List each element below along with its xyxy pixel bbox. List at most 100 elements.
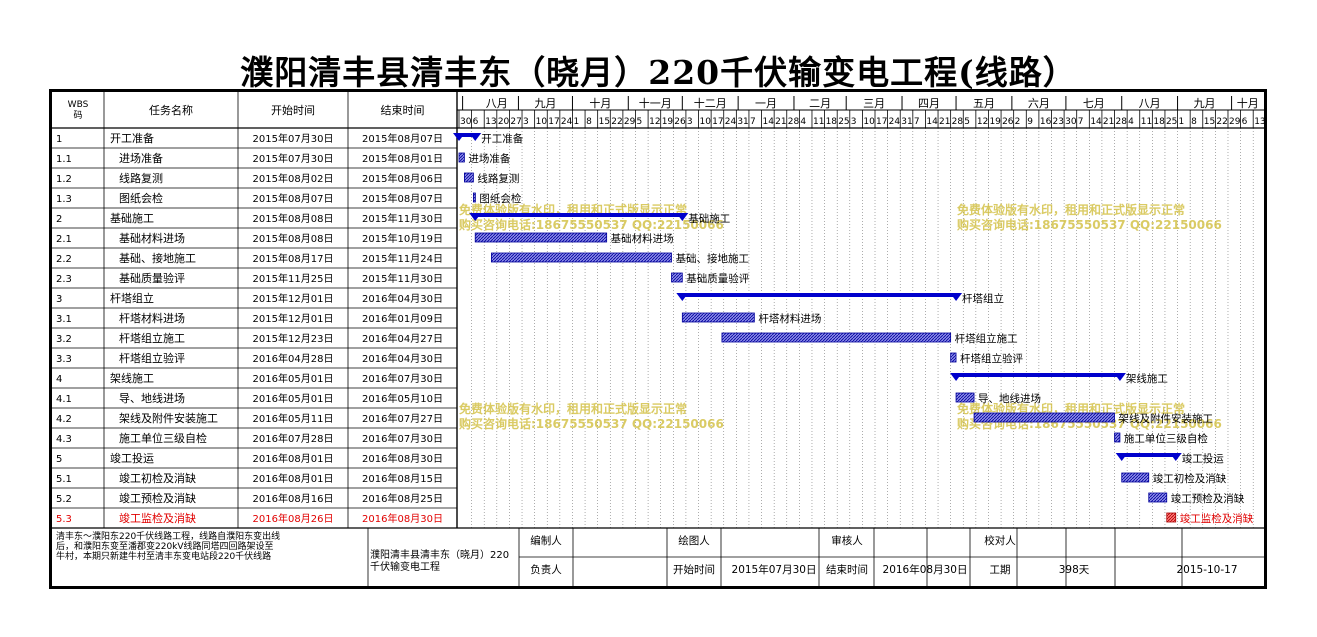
summary-end-marker bbox=[676, 213, 689, 221]
week-tick-label: 9 bbox=[1027, 117, 1033, 127]
row-start: 2016年08月01日 bbox=[253, 472, 334, 485]
week-tick-label: 28 bbox=[1116, 117, 1128, 127]
month-label: 九月 bbox=[1194, 97, 1216, 110]
week-tick-label: 30 bbox=[1065, 117, 1077, 127]
row-task-name: 竣工预检及消缺 bbox=[119, 491, 196, 505]
week-tick-label: 11 bbox=[813, 117, 824, 127]
month-label: 十月 bbox=[589, 96, 611, 110]
task-bar bbox=[473, 192, 476, 203]
task-bar bbox=[671, 272, 683, 283]
bar-label: 进场准备 bbox=[468, 152, 510, 165]
week-tick-label: 18 bbox=[826, 117, 838, 127]
row-end: 2015年08月07日 bbox=[362, 192, 443, 205]
week-tick-label: 14 bbox=[1090, 117, 1102, 127]
row-wbs: 4.1 bbox=[56, 394, 72, 405]
row-end: 2016年04月30日 bbox=[362, 292, 443, 305]
row-start: 2015年08月08日 bbox=[253, 232, 334, 245]
bar-label: 基础材料进场 bbox=[611, 232, 674, 245]
row-start: 2015年12月23日 bbox=[253, 332, 334, 345]
week-tick-label: 25 bbox=[1166, 117, 1177, 127]
week-tick-label: 31 bbox=[901, 117, 912, 127]
row-end: 2016年07月30日 bbox=[362, 432, 443, 445]
bar-label: 架线及附件安装施工 bbox=[1119, 412, 1214, 425]
watermark-line1: 免费体验版有水印，租用和正式版显示正常 bbox=[957, 202, 1185, 217]
row-wbs: 2.3 bbox=[56, 274, 72, 285]
row-task-name: 杆塔组立施工 bbox=[119, 331, 185, 345]
month-label: 十一月 bbox=[639, 96, 672, 110]
row-task-name: 进场准备 bbox=[119, 151, 163, 165]
bar-label: 架线施工 bbox=[1126, 372, 1168, 385]
row-task-name: 基础施工 bbox=[110, 212, 154, 225]
week-tick-label: 4 bbox=[800, 117, 806, 127]
summary-end-marker bbox=[1113, 373, 1126, 381]
watermark-line1: 免费体验版有水印，租用和正式版显示正常 bbox=[459, 401, 687, 416]
week-tick-label: 14 bbox=[926, 117, 938, 127]
row-task-name: 竣工监检及消缺 bbox=[119, 511, 196, 525]
value-end-time: 2016年08月30日 bbox=[883, 563, 968, 576]
task-bar bbox=[681, 312, 755, 323]
row-task-name: 基础质量验评 bbox=[119, 271, 185, 285]
week-tick-label: 24 bbox=[889, 117, 901, 127]
task-bar bbox=[1114, 432, 1121, 443]
row-wbs: 1.3 bbox=[56, 194, 72, 205]
row-task-name: 线路复测 bbox=[119, 171, 163, 185]
month-label: 七月 bbox=[1083, 97, 1105, 110]
row-end: 2015年10月19日 bbox=[362, 232, 443, 245]
row-end: 2016年04月30日 bbox=[362, 352, 443, 365]
row-wbs: 2.2 bbox=[56, 254, 72, 265]
task-bar bbox=[1121, 472, 1150, 483]
row-start: 2016年08月26日 bbox=[253, 512, 334, 525]
watermark-line2: 购买咨询电话:18675550537 QQ:22150066 bbox=[459, 416, 724, 431]
week-tick-label: 1 bbox=[1179, 117, 1185, 127]
summary-start-marker bbox=[469, 213, 482, 221]
week-tick-label: 6 bbox=[473, 117, 479, 127]
week-tick-label: 5 bbox=[636, 117, 642, 127]
row-wbs: 3.2 bbox=[56, 334, 72, 345]
week-tick-label: 28 bbox=[788, 117, 800, 127]
row-task-name: 基础、接地施工 bbox=[119, 252, 196, 265]
footer-description: 清丰东～濮阳东220千伏线路工程，线路自濮阳东变出线 bbox=[56, 530, 280, 542]
row-start: 2015年12月01日 bbox=[253, 312, 334, 325]
week-tick-label: 4 bbox=[1128, 117, 1134, 127]
summary-bar bbox=[956, 373, 1120, 377]
row-end: 2016年08月30日 bbox=[362, 512, 443, 525]
task-bar bbox=[458, 152, 465, 163]
row-wbs: 5 bbox=[56, 454, 62, 465]
week-tick-label: 22 bbox=[611, 117, 622, 127]
row-start: 2016年07月28日 bbox=[253, 432, 334, 445]
row-task-name: 基础材料进场 bbox=[119, 231, 185, 245]
week-tick-label: 26 bbox=[674, 117, 686, 127]
row-wbs: 5.3 bbox=[56, 514, 72, 525]
row-start: 2015年12月01日 bbox=[253, 292, 334, 305]
row-wbs: 2 bbox=[56, 214, 62, 225]
row-end: 2016年04月27日 bbox=[362, 332, 443, 345]
row-start: 2015年08月17日 bbox=[253, 252, 334, 265]
task-bar bbox=[491, 252, 672, 263]
week-tick-label: 13 bbox=[485, 117, 496, 127]
label-compiler: 编制人 bbox=[530, 534, 562, 547]
row-task-name: 杆塔材料进场 bbox=[119, 311, 185, 325]
week-tick-label: 3 bbox=[687, 117, 693, 127]
month-label: 十二月 bbox=[694, 96, 727, 110]
week-tick-label: 19 bbox=[989, 117, 1001, 127]
row-end: 2016年01月09日 bbox=[362, 312, 443, 325]
week-tick-label: 24 bbox=[561, 117, 573, 127]
row-wbs: 4 bbox=[56, 374, 62, 385]
month-label: 八月 bbox=[486, 97, 508, 110]
week-tick-label: 19 bbox=[662, 117, 674, 127]
footer-description: 后，和濮阳东变至潘郡变220kV线路同塔四回路架设至 bbox=[56, 540, 274, 552]
value-date: 2015-10-17 bbox=[1176, 564, 1237, 576]
bar-label: 基础、接地施工 bbox=[676, 252, 750, 265]
row-start: 2016年08月01日 bbox=[253, 452, 334, 465]
month-label: 一月 bbox=[755, 97, 777, 110]
bar-label: 杆塔材料进场 bbox=[758, 312, 821, 325]
week-tick-label: 17 bbox=[548, 117, 559, 127]
row-end: 2015年08月01日 bbox=[362, 152, 443, 165]
value-duration: 398天 bbox=[1059, 564, 1090, 576]
week-tick-label: 12 bbox=[649, 117, 660, 127]
row-task-name: 杆塔组立验评 bbox=[119, 351, 185, 365]
row-start: 2015年11月25日 bbox=[253, 272, 334, 285]
row-wbs: 1.2 bbox=[56, 174, 72, 185]
bar-label: 导、地线进场 bbox=[978, 392, 1041, 405]
